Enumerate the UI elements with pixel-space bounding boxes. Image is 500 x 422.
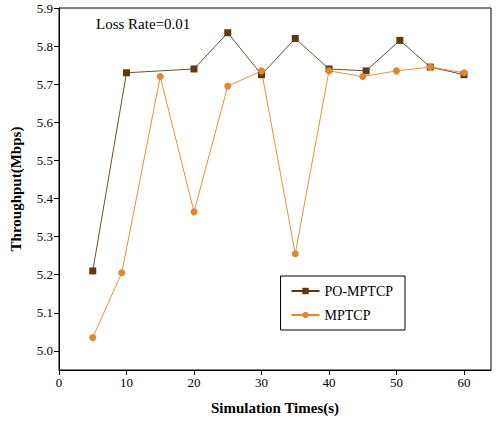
svg-text:60: 60 [458, 375, 471, 390]
svg-text:5.8: 5.8 [37, 39, 53, 54]
svg-text:5.4: 5.4 [37, 191, 54, 206]
svg-text:Simulation Times(s): Simulation Times(s) [211, 400, 339, 417]
svg-text:10: 10 [120, 375, 133, 390]
svg-text:5.7: 5.7 [37, 77, 54, 92]
svg-text:Throughput(Mbps): Throughput(Mbps) [8, 127, 25, 252]
svg-text:5.5: 5.5 [37, 153, 53, 168]
svg-text:5.0: 5.0 [37, 343, 53, 358]
svg-text:30: 30 [255, 375, 268, 390]
svg-text:5.2: 5.2 [37, 267, 53, 282]
svg-text:20: 20 [188, 375, 201, 390]
svg-text:50: 50 [390, 375, 403, 390]
svg-text:5.6: 5.6 [37, 115, 54, 130]
svg-text:MPTCP: MPTCP [325, 308, 371, 323]
svg-text:40: 40 [323, 375, 336, 390]
svg-text:PO-MPTCP: PO-MPTCP [325, 284, 394, 299]
svg-text:5.9: 5.9 [37, 1, 53, 16]
svg-text:Loss Rate=0.01: Loss Rate=0.01 [96, 16, 190, 32]
svg-text:5.3: 5.3 [37, 229, 53, 244]
svg-text:0: 0 [56, 375, 63, 390]
svg-text:5.1: 5.1 [37, 305, 53, 320]
